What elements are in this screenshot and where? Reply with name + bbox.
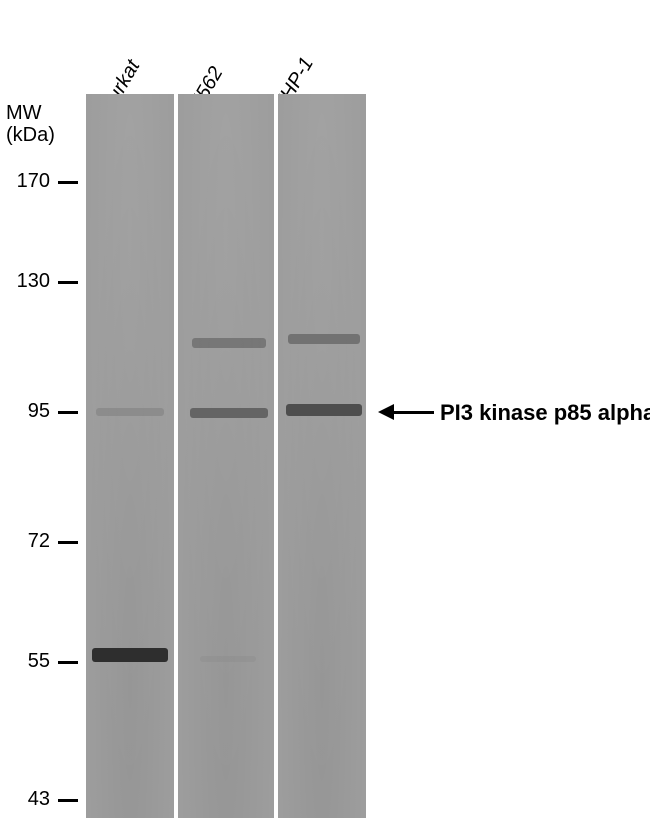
mw-tick-label: 72	[5, 530, 50, 553]
mw-tick-dash	[58, 661, 78, 664]
protein-band	[192, 338, 266, 348]
mw-tick-label: 55	[5, 650, 50, 673]
protein-band	[190, 408, 268, 418]
protein-band	[288, 334, 360, 344]
mw-tick-label: 95	[5, 400, 50, 423]
blot-lane	[278, 94, 366, 818]
mw-tick-dash	[58, 181, 78, 184]
lane-gap	[274, 94, 278, 818]
blot-membrane	[86, 94, 366, 818]
blot-lane	[178, 94, 274, 818]
mw-tick-dash	[58, 411, 78, 414]
annotation-label: PI3 kinase p85 alpha	[440, 400, 650, 426]
mw-tick-dash	[58, 541, 78, 544]
mw-axis-title-line2: (kDa)	[6, 124, 55, 146]
western-blot-figure: MW (kDa) 17013095725543 JurkatK562THP-1 …	[0, 0, 650, 840]
blot-lane	[86, 94, 174, 818]
mw-tick-label: 43	[5, 788, 50, 811]
protein-band	[96, 408, 164, 416]
mw-tick-label: 130	[5, 270, 50, 293]
protein-band	[200, 656, 256, 662]
protein-band	[92, 648, 168, 662]
mw-tick-dash	[58, 799, 78, 802]
mw-tick-label: 170	[5, 170, 50, 193]
protein-band	[286, 404, 362, 416]
mw-axis-title-line1: MW	[6, 102, 42, 124]
annotation-arrow-line	[394, 411, 434, 414]
mw-tick-dash	[58, 281, 78, 284]
lane-gap	[174, 94, 178, 818]
mw-axis-title: MW (kDa)	[6, 102, 55, 146]
annotation-arrow-head	[378, 404, 394, 420]
